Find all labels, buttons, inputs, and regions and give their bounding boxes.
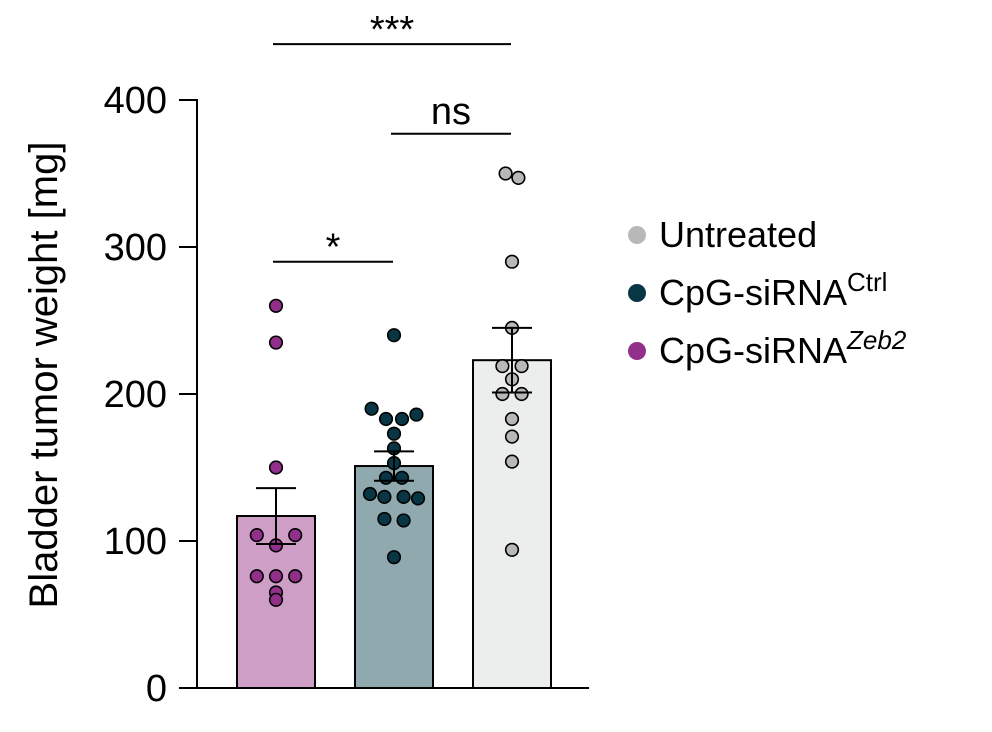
legend-item-ctrl: CpG-siRNACtrl <box>628 267 887 313</box>
data-point-zeb2 <box>268 335 284 350</box>
data-point-untreated <box>514 358 529 374</box>
y-axis-label: Bladder tumor weight [mg] <box>22 142 66 609</box>
y-tick-label: 0 <box>146 668 167 710</box>
axes: 0 100 200 300 400 <box>104 80 589 710</box>
legend-label: Untreated <box>659 214 817 255</box>
y-tick-label: 300 <box>104 227 167 269</box>
data-point-ctrl <box>386 550 402 565</box>
error-bars <box>256 326 532 545</box>
data-point-ctrl <box>409 407 424 422</box>
data-point-zeb2 <box>288 528 303 543</box>
data-point-ctrl <box>377 511 392 527</box>
data-point-zeb2 <box>268 460 284 475</box>
data-point-ctrl <box>394 411 410 427</box>
significance-label: * <box>326 227 341 269</box>
data-point-zeb2 <box>249 569 264 584</box>
data-point-ctrl <box>364 401 379 416</box>
data-point-untreated <box>514 386 529 402</box>
data-point-ctrl <box>377 489 392 505</box>
legend-label: CpG-siRNAZeb2 <box>659 325 907 371</box>
data-point-ctrl <box>378 411 394 427</box>
legend-item-zeb2: CpG-siRNAZeb2 <box>628 325 907 371</box>
data-point-untreated <box>504 454 520 469</box>
data-point-ctrl <box>378 470 394 485</box>
legend-marker <box>628 284 646 302</box>
data-points <box>249 166 529 607</box>
data-point-untreated <box>511 170 526 186</box>
data-point-untreated <box>495 386 510 402</box>
data-point-zeb2 <box>268 298 284 313</box>
y-tick-label: 400 <box>104 80 167 122</box>
y-tick-label: 200 <box>104 374 167 416</box>
y-tick-label: 100 <box>104 521 167 563</box>
significance-label: ns <box>431 91 471 133</box>
data-point-ctrl <box>362 486 378 502</box>
data-point-untreated <box>504 542 520 557</box>
data-point-zeb2 <box>288 569 303 584</box>
data-point-untreated <box>495 358 510 374</box>
data-point-untreated <box>504 429 520 444</box>
legend-marker <box>628 342 646 360</box>
legend: Untreated CpG-siRNACtrl CpG-siRNAZeb2 <box>628 214 907 371</box>
legend-item-untreated: Untreated <box>628 214 817 255</box>
bar-untreated <box>472 359 552 689</box>
legend-marker <box>628 226 646 244</box>
data-point-ctrl <box>396 489 411 505</box>
data-point-zeb2 <box>268 592 284 607</box>
data-point-untreated <box>498 166 513 181</box>
data-point-zeb2 <box>268 569 284 584</box>
data-point-ctrl <box>396 513 411 528</box>
data-point-untreated <box>504 254 520 269</box>
data-point-ctrl <box>394 470 410 485</box>
data-point-ctrl <box>410 491 426 506</box>
data-point-ctrl <box>386 426 402 441</box>
data-point-untreated <box>504 411 520 427</box>
bars <box>236 359 552 690</box>
significance-brackets: * ns *** <box>273 9 511 269</box>
legend-label: CpG-siRNACtrl <box>659 267 887 313</box>
data-point-zeb2 <box>249 528 264 543</box>
data-point-ctrl <box>386 328 402 343</box>
significance-label: *** <box>370 9 415 51</box>
